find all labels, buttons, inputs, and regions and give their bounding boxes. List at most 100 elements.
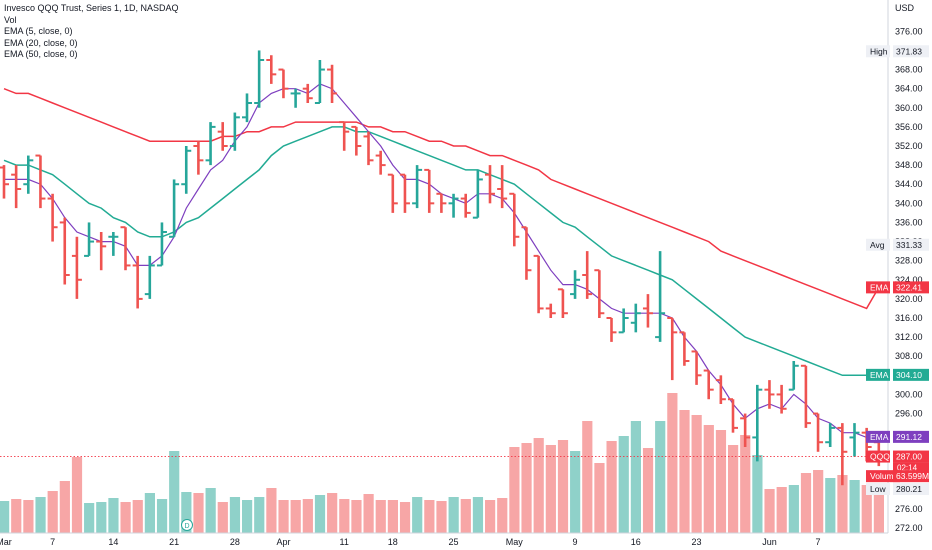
ohlc-bar	[120, 226, 131, 271]
ohlc-bar	[84, 222, 95, 257]
x-tick-label: 7	[50, 537, 55, 547]
volume-bar	[144, 493, 155, 533]
ohlc-bar	[497, 165, 508, 209]
legend: Invesco QQQ Trust, Series 1, 1D, NASDAQ …	[4, 3, 179, 61]
price-label: Low 280.21	[866, 482, 929, 495]
volume-bar	[679, 410, 690, 533]
ohlc-bar	[630, 303, 641, 333]
price-label-tag-bg	[866, 450, 890, 463]
legend-ema20[interactable]: EMA (20, close, 0)	[4, 37, 78, 48]
ohlc-bar	[642, 294, 653, 328]
ohlc-bar	[314, 60, 325, 104]
price-label: EMA 304.10	[866, 368, 929, 381]
volume-bar	[412, 497, 423, 533]
volume-bar	[351, 500, 362, 533]
price-label-tag: EMA	[870, 370, 889, 380]
legend-ema5[interactable]: EMA (5, close, 0)	[4, 26, 73, 36]
ohlc-bar	[302, 83, 313, 103]
legend-title[interactable]: Invesco QQQ Trust, Series 1, 1D, NASDAQ	[4, 3, 179, 13]
y-tick-label: 360.00	[895, 103, 923, 113]
volume-bar	[788, 485, 799, 533]
x-tick-label: 7	[816, 537, 821, 547]
volume-bar	[339, 499, 350, 533]
ohlc-bar	[533, 254, 544, 314]
ohlc-bar	[509, 192, 520, 247]
volume-bar	[813, 470, 824, 533]
volume-bar	[655, 421, 666, 533]
ohlc-bar	[606, 317, 617, 342]
volume-bar	[485, 500, 496, 533]
volume-bar	[861, 485, 872, 533]
volume-bar	[764, 489, 775, 533]
ohlc-bar	[242, 93, 252, 123]
volume-bar	[327, 493, 338, 533]
ohlc-bar	[217, 122, 228, 151]
volume-bar	[169, 451, 180, 533]
volume-bar	[776, 487, 787, 533]
volume-bar	[156, 499, 168, 533]
volume-bar	[557, 440, 569, 533]
price-label-extra-bg	[893, 462, 929, 473]
volume-bar	[594, 463, 605, 533]
ohlc-bar	[229, 112, 240, 151]
ohlc-bar	[0, 165, 9, 199]
ohlc-bar	[448, 193, 459, 218]
ohlc-bar	[703, 369, 714, 400]
volume-bar	[71, 457, 83, 533]
y-tick-label: 276.00	[895, 504, 923, 514]
volume-bar	[497, 498, 508, 533]
ohlc-bar	[327, 64, 338, 103]
ohlc-bar	[740, 413, 751, 447]
price-label-value: 63.599M	[896, 471, 929, 481]
y-tick-label: 316.00	[895, 313, 923, 323]
price-label-value-bg	[893, 450, 929, 463]
time-axis-bg	[0, 533, 932, 550]
price-label-value-bg	[893, 281, 929, 294]
ema20-line	[3, 126, 879, 377]
ohlc-bar	[728, 398, 738, 433]
y-tick-label: 272.00	[895, 523, 923, 533]
ohlc-bar	[813, 412, 824, 452]
price-label: High 371.83	[866, 45, 929, 58]
ohlc-bar	[339, 121, 350, 151]
y-tick-label: 300.00	[895, 389, 923, 399]
volume-bar	[35, 497, 46, 533]
dividend-marker: D	[181, 519, 193, 531]
volume-bar	[533, 438, 544, 533]
ohlc-bar	[412, 165, 423, 209]
volume-bar	[47, 491, 58, 533]
price-label: EMA 291.12	[866, 430, 929, 443]
volume-bar	[642, 448, 654, 533]
y-tick-label: 308.00	[895, 351, 923, 361]
volume-bar	[691, 415, 702, 533]
ohlc-bar	[460, 193, 471, 218]
volume-bar	[472, 497, 484, 533]
x-tick-label: 11	[340, 537, 349, 547]
price-label-tag: QQQ	[870, 452, 890, 462]
volume-bar	[545, 445, 556, 533]
y-tick-label: 352.00	[895, 141, 923, 151]
ema50-line	[3, 88, 880, 310]
countdown-label: 02:14	[897, 464, 918, 473]
legend-ema50[interactable]: EMA (50, close, 0)	[4, 49, 78, 59]
ohlc-bar	[156, 222, 167, 267]
price-label-value-bg	[893, 470, 929, 483]
price-label-value: 304.10	[896, 370, 922, 380]
volume-bar	[181, 492, 192, 533]
ema-lines	[3, 83, 880, 438]
price-label-tag-bg	[866, 470, 900, 483]
price-label-tag-bg	[866, 281, 890, 294]
price-label-tag: Low	[870, 484, 886, 494]
legend-vol[interactable]: Vol	[4, 14, 17, 25]
volume-bar	[23, 500, 34, 533]
dividend-circle	[181, 519, 193, 531]
price-label-tag: EMA	[870, 432, 889, 442]
ohlc-bar	[424, 168, 435, 213]
ohlc-bar	[472, 169, 483, 219]
ohlc-bars	[0, 50, 884, 486]
ohlc-bar	[193, 141, 204, 175]
ohlc-bar	[715, 375, 726, 404]
